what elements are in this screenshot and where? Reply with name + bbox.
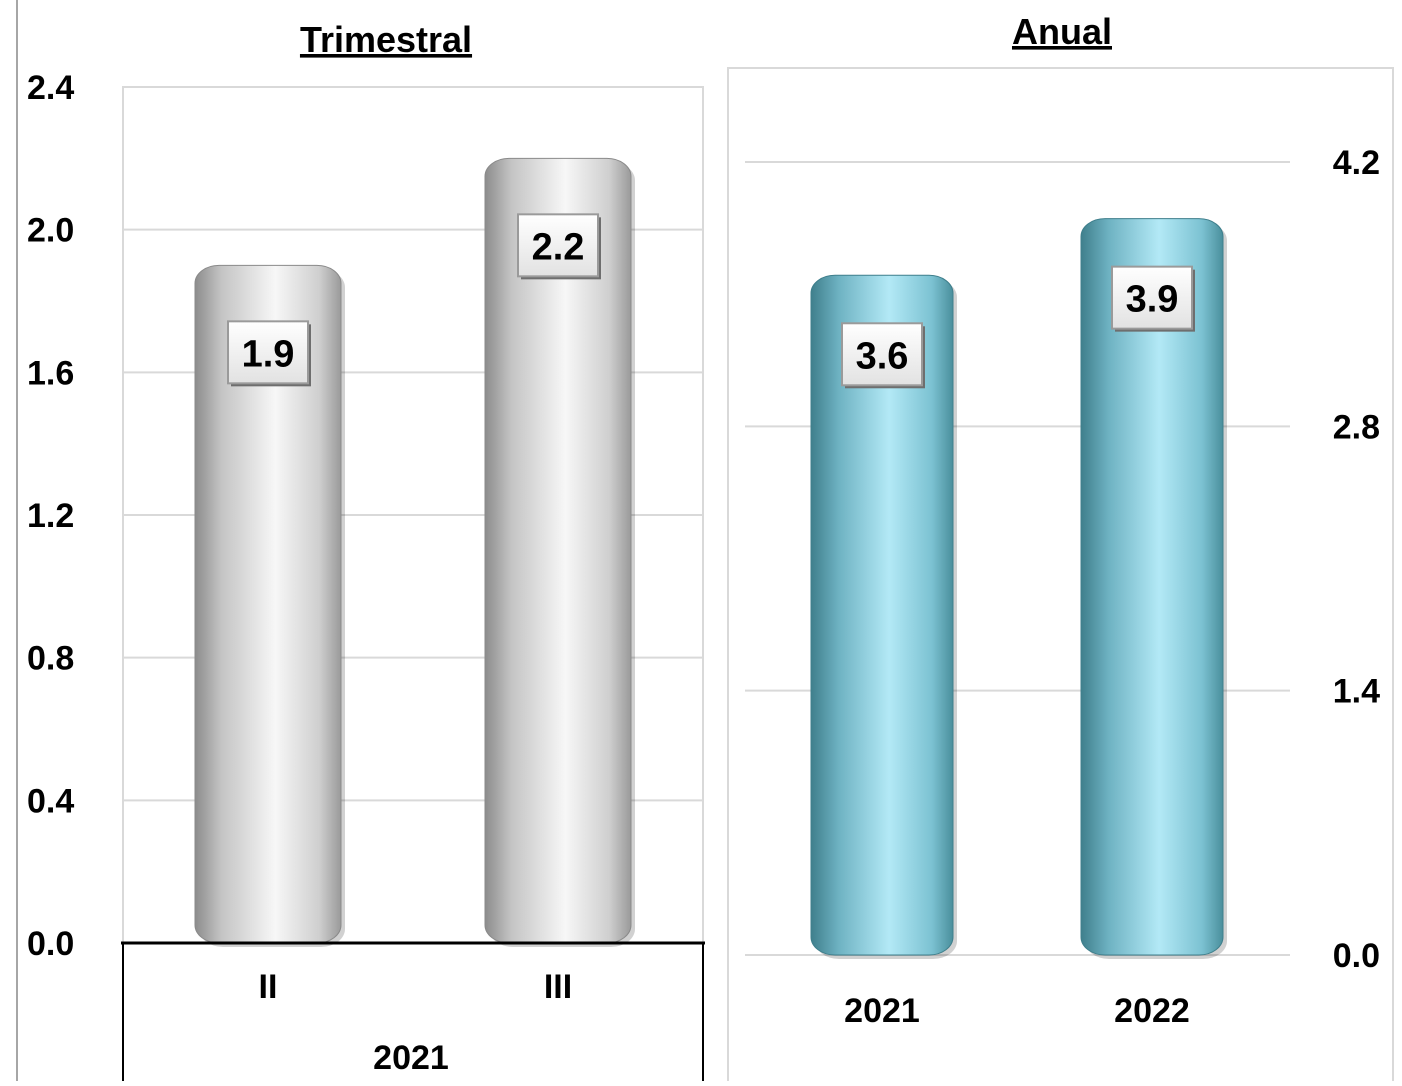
y-tick-label: 0.0	[27, 925, 74, 963]
anual-chart: Anual 0.0 1.4 2.8 4.2 3.6 3.9 2021 2022	[727, 11, 1394, 1086]
x-tick-label: 2022	[1114, 992, 1190, 1030]
trimestral-bars: 1.9 2.2	[194, 157, 635, 948]
x-tick-label: II	[259, 968, 278, 1006]
y-tick-label: 2.8	[1333, 408, 1380, 446]
anual-x-axis: 2021 2022	[844, 992, 1190, 1030]
trimestral-x-axis: II III	[259, 968, 573, 1006]
y-tick-label: 1.2	[27, 497, 74, 535]
anual-chart-frame	[727, 67, 1394, 1086]
data-label: 2.2	[532, 226, 585, 268]
data-label-box	[227, 320, 309, 385]
data-label: 3.9	[1126, 279, 1179, 321]
data-label-box	[841, 322, 923, 387]
y-tick-label: 1.4	[1333, 673, 1380, 711]
trimestral-title: Trimestral	[300, 19, 472, 60]
y-tick-label: 0.4	[27, 782, 74, 820]
data-label: 1.9	[242, 333, 295, 375]
y-tick-label: 4.2	[1333, 144, 1380, 182]
y-tick-label: 1.6	[27, 354, 74, 392]
anual-title: Anual	[1012, 11, 1112, 52]
data-label-box	[1111, 265, 1193, 330]
y-tick-label: 0.0	[1333, 937, 1380, 975]
data-label: 3.6	[856, 335, 909, 377]
x-tick-label: III	[544, 968, 572, 1006]
trimestral-y-axis: 0.0 0.4 0.8 1.2 1.6 2.0 2.4	[27, 69, 74, 963]
trimestral-group-label: 2021	[373, 1039, 449, 1077]
y-tick-label: 2.0	[27, 212, 74, 250]
data-label-box	[517, 213, 599, 278]
bar	[1080, 218, 1224, 956]
y-tick-label: 0.8	[27, 640, 74, 678]
anual-bars: 3.6 3.9	[810, 218, 1227, 960]
bar	[810, 274, 954, 956]
y-tick-label: 2.4	[27, 69, 74, 107]
trimestral-chart: Trimestral 0.00.40.81.21.62.02.4 1.92.2 …	[27, 19, 705, 1081]
anual-y-axis: 0.0 1.4 2.8 4.2	[1333, 144, 1380, 975]
x-tick-label: 2021	[844, 992, 920, 1030]
